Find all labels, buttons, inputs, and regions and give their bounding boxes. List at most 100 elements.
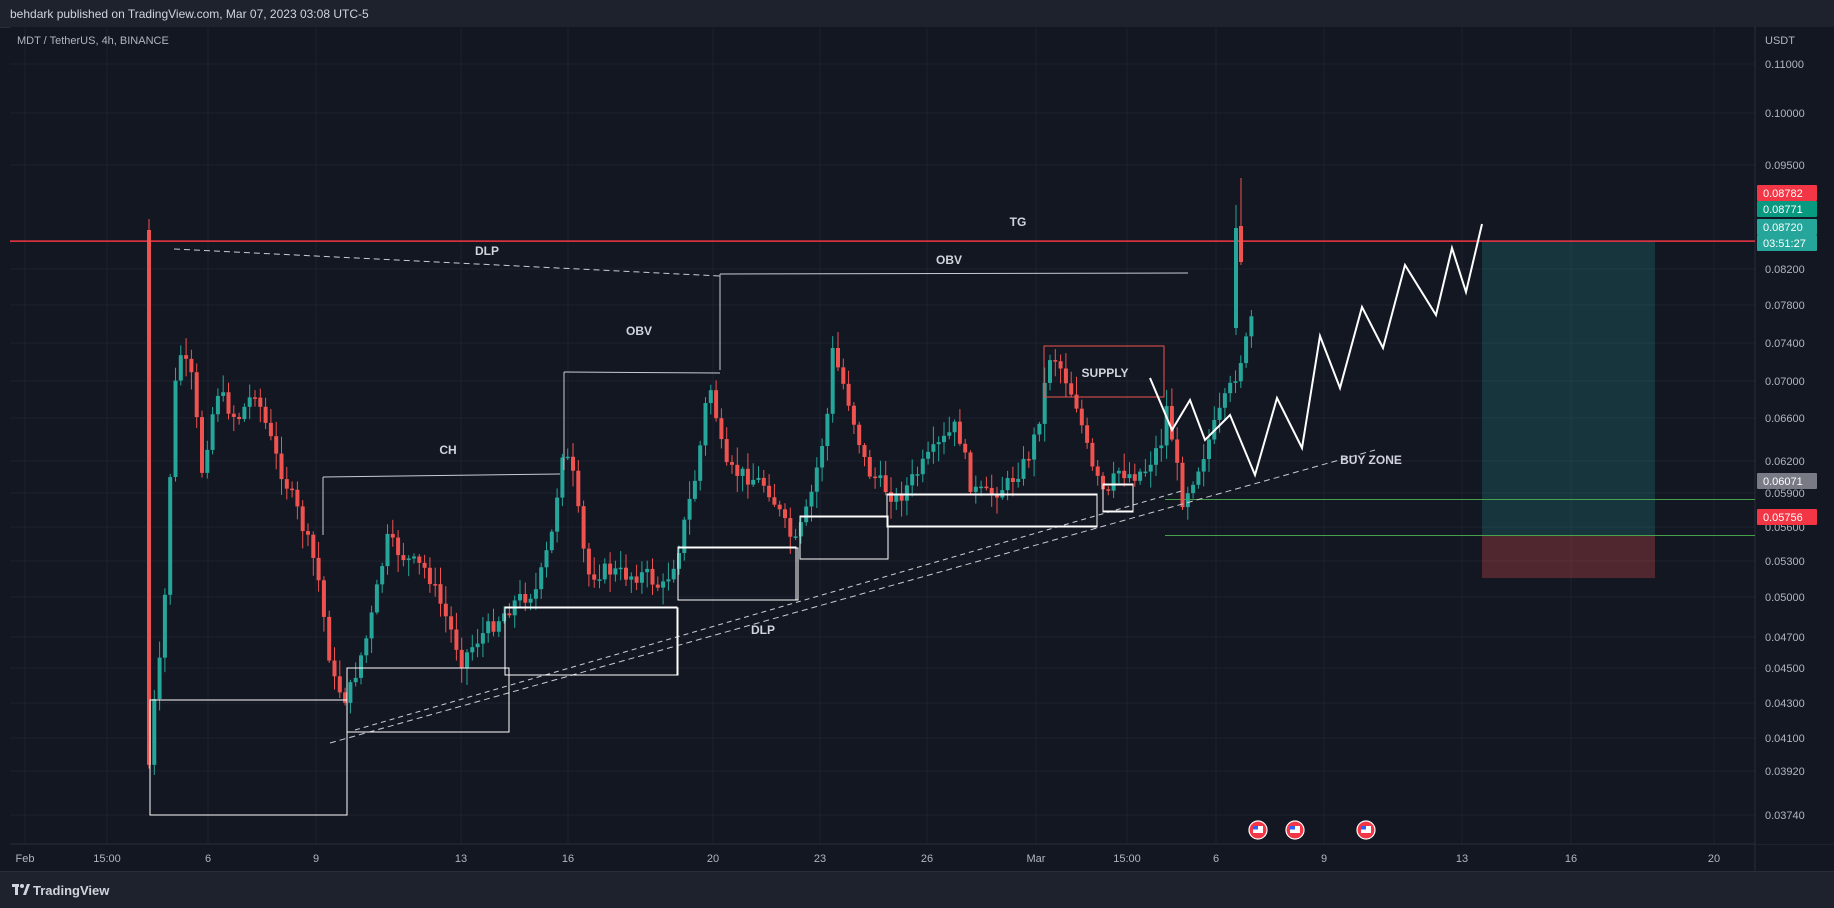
time-tick-0: Feb xyxy=(16,853,35,865)
candle-body-15 xyxy=(226,392,231,414)
price-tick-6: 0.07000 xyxy=(1765,376,1805,388)
candle-body-20 xyxy=(253,397,257,399)
candle-body-114 xyxy=(751,479,756,485)
price-label-bg-1 xyxy=(1757,201,1817,217)
candle-body-96 xyxy=(655,584,660,588)
candle-body-47 xyxy=(396,537,401,556)
candle-body-26 xyxy=(284,479,289,489)
candle-body-119 xyxy=(777,504,782,510)
candle-body-59 xyxy=(459,649,464,668)
candle-body-44 xyxy=(380,566,385,585)
candle-body-130 xyxy=(836,347,840,368)
event-flag-canton-icon-2 xyxy=(1361,826,1366,830)
candle-body-56 xyxy=(443,603,448,617)
candle-body-55 xyxy=(438,584,443,604)
candle-body-70 xyxy=(518,594,522,601)
candle-body-117 xyxy=(767,485,772,498)
candle-body-127 xyxy=(820,446,825,468)
drawings xyxy=(149,223,1483,816)
candle-body-72 xyxy=(528,598,533,603)
candle-body-195 xyxy=(1180,462,1185,508)
time-tick-7: 23 xyxy=(814,853,826,865)
dlp-bottom-dashed-line xyxy=(329,449,1376,744)
price-label-bg-0 xyxy=(1757,185,1817,201)
candle-body-148 xyxy=(931,444,936,452)
candle-body-101 xyxy=(682,519,687,554)
candle-body-150 xyxy=(942,435,946,443)
candle-body-126 xyxy=(814,467,819,492)
price-tick-5: 0.07400 xyxy=(1765,338,1805,350)
time-tick-2: 6 xyxy=(205,853,211,865)
projection-zigzag xyxy=(1149,223,1483,479)
candles xyxy=(147,178,1254,775)
candle-body-86 xyxy=(602,563,607,580)
price-tick-9: 0.05900 xyxy=(1765,488,1805,500)
candle-body-52 xyxy=(422,562,427,568)
candle-body-145 xyxy=(915,474,920,476)
candle-body-129 xyxy=(830,347,835,414)
candle-body-33 xyxy=(321,580,326,617)
candle-body-97 xyxy=(661,581,666,588)
candle-body-64 xyxy=(486,621,491,634)
candle-body-113 xyxy=(745,468,750,485)
price-tick-15: 0.04300 xyxy=(1765,698,1805,710)
candle-body-197 xyxy=(1191,484,1196,494)
candle-body-185 xyxy=(1127,474,1132,479)
candle-body-41 xyxy=(364,638,369,656)
candle-body-102 xyxy=(687,498,692,520)
candle-body-135 xyxy=(862,445,867,457)
candle-body-141 xyxy=(894,494,899,502)
candle-body-133 xyxy=(851,405,856,425)
price-chart[interactable]: TG DLP OBV OBV CH SUPPLY BUY ZONE DLP USDT 0.110… xyxy=(0,0,1834,871)
candle-body-91 xyxy=(629,576,634,580)
price-tick-8: 0.06200 xyxy=(1765,456,1805,468)
candle-body-34 xyxy=(327,616,332,661)
candle-body-49 xyxy=(406,558,411,561)
candle-body-spike-2 xyxy=(1234,228,1238,328)
time-axis: Feb 15:00 6 9 13 16 20 23 26 Mar 15:00 6 9 13 16 20 xyxy=(16,820,1720,865)
candle-body-46 xyxy=(390,533,395,538)
candle-body-43 xyxy=(374,584,379,613)
time-tick-11: 6 xyxy=(1213,853,1219,865)
candle-body-149 xyxy=(936,442,941,445)
candle-body-182 xyxy=(1111,473,1116,491)
candle-body-32 xyxy=(316,557,321,581)
candle-body-84 xyxy=(592,574,597,580)
candle-body-89 xyxy=(618,567,623,570)
candle-body-36 xyxy=(337,676,342,693)
candle-body-142 xyxy=(899,494,904,501)
candle-body-92 xyxy=(634,576,639,583)
time-tick-10: 15:00 xyxy=(1113,853,1141,865)
price-tick-3: 0.08200 xyxy=(1765,264,1805,276)
order-block-2 xyxy=(346,667,510,733)
candle-body-19 xyxy=(247,397,252,407)
candle-body-10 xyxy=(200,417,204,473)
candle-body-73 xyxy=(533,589,538,599)
plot-area xyxy=(10,27,1755,844)
candle-body-151 xyxy=(947,432,952,436)
candle-body-202 xyxy=(1217,407,1222,420)
candle-body-45 xyxy=(385,533,390,567)
candle-body-29 xyxy=(300,506,305,532)
candle-body-131 xyxy=(841,367,846,384)
price-tick-16: 0.04100 xyxy=(1765,733,1805,745)
candle-body-4 xyxy=(168,477,173,595)
candle-body-170 xyxy=(1048,360,1052,383)
time-tick-1: 15:00 xyxy=(93,853,121,865)
candle-body-153 xyxy=(957,421,962,444)
candle-body-147 xyxy=(926,451,931,459)
price-label-bg-5 xyxy=(1757,509,1817,525)
zones xyxy=(10,240,1755,579)
time-tick-6: 20 xyxy=(707,853,719,865)
time-tick-4: 13 xyxy=(455,853,467,865)
candle-body-88 xyxy=(613,568,618,575)
candle-body-199 xyxy=(1201,459,1206,472)
candle-body-51 xyxy=(417,556,422,563)
candle-body-63 xyxy=(480,633,485,644)
order-block-6 xyxy=(677,546,797,601)
obv-top-line xyxy=(719,272,1189,275)
candle-body-90 xyxy=(624,567,628,580)
candle-body-112 xyxy=(740,468,745,476)
annotation-labels: TG DLP OBV OBV CH SUPPLY BUY ZONE DLP xyxy=(439,215,1402,637)
candle-body-28 xyxy=(295,489,300,507)
